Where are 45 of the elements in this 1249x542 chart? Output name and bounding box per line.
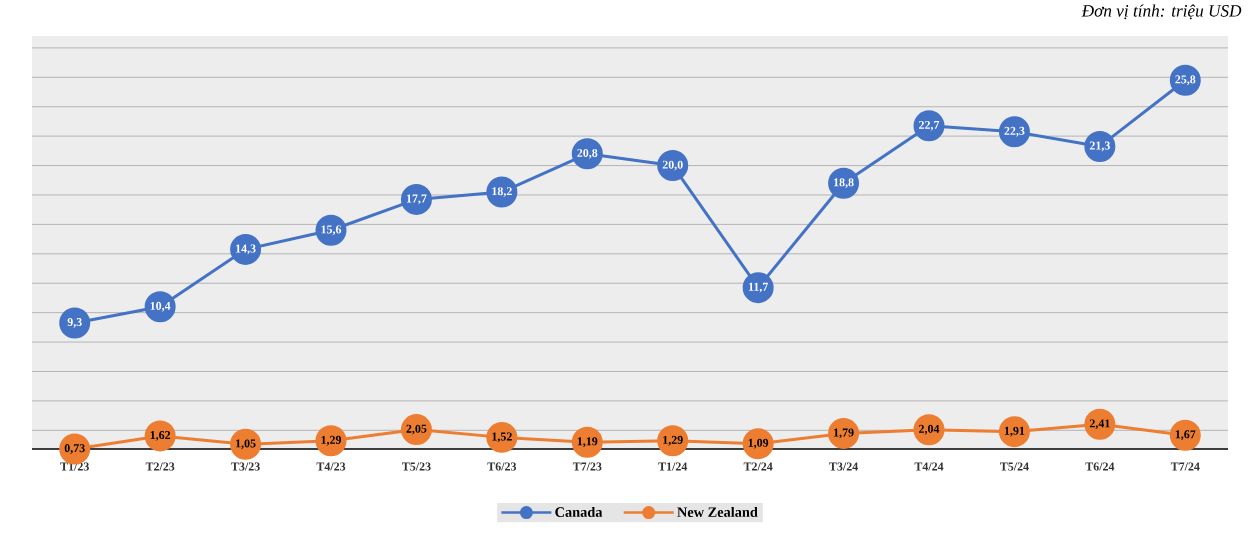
data-label: 10,4 [150, 301, 171, 312]
data-label: 15,6 [321, 225, 342, 236]
x-tick-label: T4/23 [316, 462, 346, 471]
x-tick-label: T3/23 [231, 462, 260, 471]
data-label: 25,8 [1175, 75, 1196, 86]
data-label: 18,8 [834, 178, 854, 189]
text: Đơn vị tính: triệu USD [1081, 4, 1242, 20]
data-label: 1,29 [321, 435, 342, 446]
x-tick-label: T6/23 [487, 462, 517, 471]
x-tick-label: T1/24 [658, 462, 688, 471]
data-label: 14,3 [236, 244, 256, 255]
data-label: 2,41 [1089, 419, 1110, 430]
data-label: 17,7 [406, 194, 427, 205]
x-tick-label: T1/23 [60, 462, 89, 471]
x-tick-label: T4/24 [914, 462, 944, 471]
data-label: 1,29 [663, 435, 683, 446]
data-label: 11,7 [748, 282, 768, 293]
x-tick-label: T6/24 [1085, 462, 1115, 471]
data-label: 9,3 [67, 318, 82, 328]
data-label: 20,8 [577, 148, 598, 159]
data-label: 1,79 [834, 428, 854, 439]
data-label: 0,73 [64, 444, 85, 454]
x-tick-label: T2/24 [743, 462, 773, 471]
x-tick-label: T7/23 [572, 462, 602, 471]
data-label: 1,62 [150, 431, 171, 441]
data-label: 1,67 [1175, 430, 1196, 441]
data-label: 2,05 [406, 424, 427, 435]
x-tick-label: T2/23 [145, 462, 175, 471]
legend-label: Canada [555, 506, 603, 517]
legend-label: New Zealand [677, 506, 758, 517]
x-tick-label: T3/24 [829, 462, 858, 471]
data-label: 1,91 [1004, 426, 1025, 437]
data-label: 18,2 [492, 187, 512, 197]
x-tick-label: T5/24 [1000, 462, 1029, 471]
data-label: 20,0 [662, 160, 683, 171]
data-label: 21,3 [1089, 141, 1110, 152]
x-tick-label: T5/23 [402, 462, 431, 471]
data-label: 2,04 [919, 424, 940, 435]
data-label: 1,19 [577, 437, 598, 448]
data-label: 1,52 [492, 432, 512, 443]
x-tick-label: T7/24 [1170, 462, 1200, 471]
data-label: 1,09 [748, 438, 769, 449]
data-label: 22,3 [1004, 126, 1025, 137]
data-label: 1,05 [236, 439, 256, 450]
data-label: 22,7 [919, 120, 940, 131]
